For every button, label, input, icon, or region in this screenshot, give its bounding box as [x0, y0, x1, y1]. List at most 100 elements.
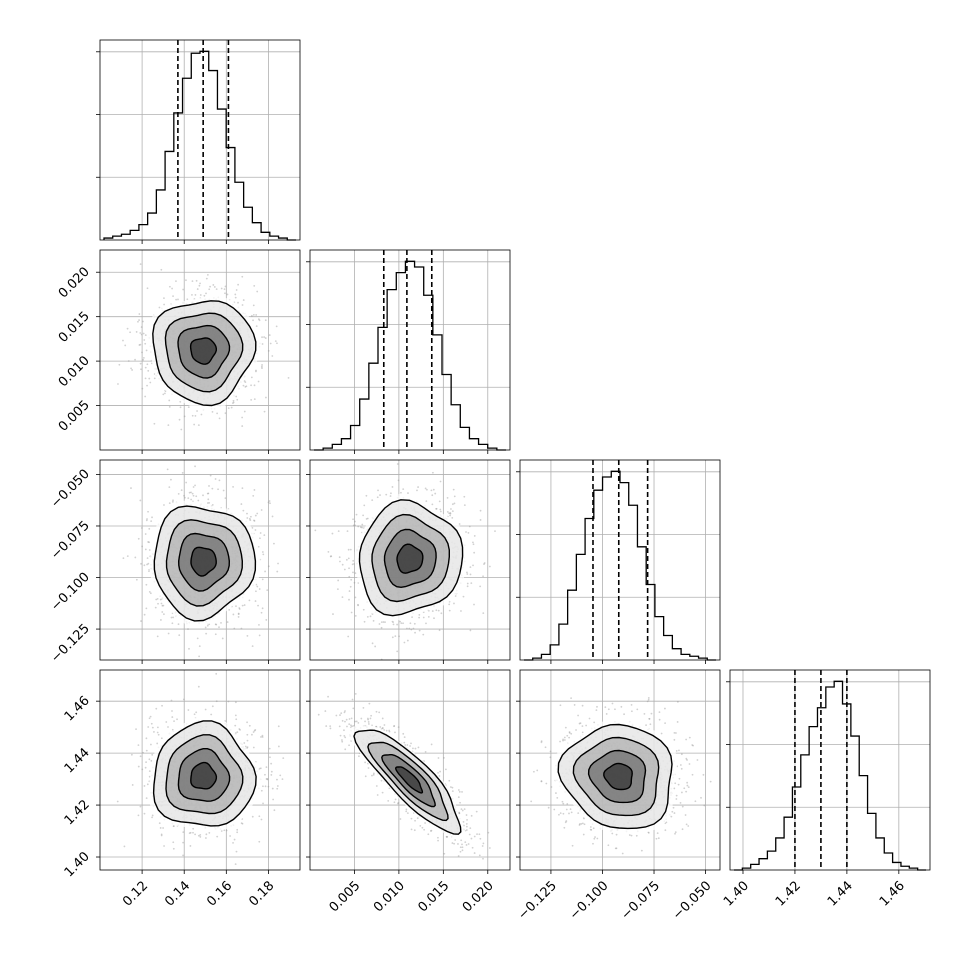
sample-point — [149, 381, 152, 384]
sample-point — [253, 519, 255, 522]
sample-point — [372, 619, 375, 622]
sample-point — [351, 563, 354, 566]
sample-point — [238, 728, 241, 730]
sample-point — [392, 621, 394, 624]
sample-point — [258, 623, 260, 626]
sample-point — [178, 418, 181, 421]
sample-point — [413, 622, 416, 625]
sample-point — [175, 280, 177, 283]
sample-point — [223, 829, 226, 832]
sample-point — [138, 313, 141, 315]
histogram-step — [524, 470, 716, 661]
sample-point — [466, 573, 469, 575]
sample-point — [337, 579, 340, 582]
sample-point — [376, 496, 379, 499]
sample-point — [218, 479, 221, 482]
sample-point — [116, 800, 119, 803]
sample-point — [130, 367, 132, 370]
sample-point — [145, 607, 148, 610]
sample-point — [190, 498, 193, 501]
sample-point — [185, 481, 188, 484]
sample-point — [135, 728, 137, 731]
sample-point — [203, 294, 206, 297]
sample-point — [263, 336, 266, 338]
sample-point — [411, 616, 413, 619]
sample-point — [417, 486, 419, 488]
sample-point — [269, 342, 272, 345]
sample-point — [355, 513, 358, 516]
sample-point — [162, 604, 165, 607]
sample-point — [380, 626, 383, 629]
sample-point — [257, 604, 259, 607]
sample-point — [353, 581, 356, 584]
sample-point — [213, 286, 216, 288]
sample-point — [354, 614, 357, 617]
sample-point — [241, 487, 244, 490]
sample-point — [363, 504, 366, 507]
sample-point — [159, 598, 162, 601]
sample-point — [382, 621, 385, 623]
sample-point — [463, 504, 466, 507]
sample-point — [241, 416, 244, 419]
sample-point — [168, 502, 171, 505]
sample-point — [123, 845, 126, 848]
density-content — [117, 263, 290, 431]
sample-point — [206, 502, 209, 504]
density-content — [116, 672, 285, 866]
sample-point — [314, 529, 317, 532]
sample-point — [218, 417, 221, 420]
sample-point — [438, 500, 441, 503]
sample-point — [462, 595, 465, 598]
sample-point — [267, 501, 270, 504]
sample-point — [168, 285, 171, 288]
sample-point — [272, 798, 275, 801]
sample-point — [240, 627, 243, 630]
sample-point — [352, 571, 354, 574]
sample-point — [406, 627, 408, 630]
sample-point — [199, 282, 201, 285]
sample-point — [354, 520, 356, 523]
sample-point — [450, 508, 452, 510]
sample-point — [469, 629, 472, 632]
sample-point — [193, 423, 196, 426]
sample-point — [149, 715, 152, 718]
sample-point — [158, 306, 161, 309]
sample-point — [185, 279, 187, 282]
sample-point — [158, 822, 161, 825]
sample-point — [377, 489, 379, 492]
sample-point — [134, 556, 137, 559]
sample-point — [268, 334, 271, 336]
sample-point — [148, 377, 151, 380]
sample-point — [391, 636, 394, 639]
axes-frame — [99, 39, 301, 241]
histogram-panel-3 — [516, 459, 721, 664]
sample-point — [430, 489, 433, 492]
sample-point — [453, 502, 456, 505]
sample-point — [458, 523, 461, 525]
sample-point — [346, 530, 349, 532]
sample-point — [448, 609, 451, 612]
sample-point — [398, 635, 400, 638]
sample-point — [226, 621, 229, 623]
density-panel-1-4 — [96, 669, 301, 874]
sample-point — [237, 613, 240, 616]
sample-point — [435, 507, 438, 510]
sample-point — [265, 396, 267, 399]
sample-point — [246, 512, 248, 515]
sample-point — [257, 380, 260, 383]
sample-point — [243, 410, 246, 413]
sample-point — [402, 488, 405, 491]
sample-point — [163, 392, 166, 395]
sample-point — [241, 275, 244, 278]
sample-point — [270, 762, 273, 765]
sample-point — [208, 501, 211, 504]
sample-point — [246, 747, 248, 749]
sample-point — [204, 626, 207, 629]
sample-point — [267, 785, 270, 788]
sample-point — [148, 590, 151, 593]
sample-point — [146, 363, 149, 366]
sample-point — [207, 498, 210, 501]
sample-point — [205, 632, 208, 635]
sample-point — [197, 685, 200, 688]
sample-point — [353, 562, 356, 565]
